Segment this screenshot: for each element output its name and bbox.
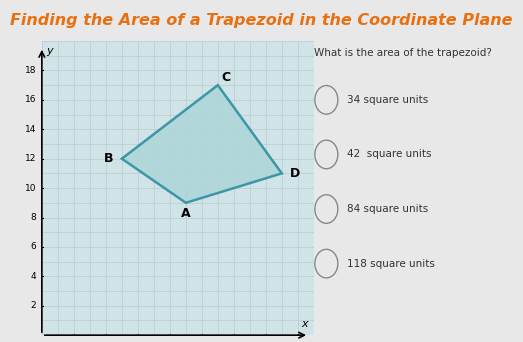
Text: Finding the Area of a Trapezoid in the Coordinate Plane: Finding the Area of a Trapezoid in the C… (10, 13, 513, 28)
Text: 12: 12 (25, 154, 36, 163)
Text: 10: 10 (25, 184, 36, 193)
Text: 18: 18 (25, 66, 36, 75)
Text: 42  square units: 42 square units (347, 149, 432, 159)
Text: 118 square units: 118 square units (347, 259, 435, 268)
Text: 14: 14 (25, 125, 36, 134)
Text: 8: 8 (30, 213, 36, 222)
Text: 84 square units: 84 square units (347, 204, 428, 214)
Text: A: A (181, 207, 190, 220)
Text: x: x (301, 319, 308, 329)
Text: 34 square units: 34 square units (347, 95, 428, 105)
Text: 6: 6 (30, 242, 36, 251)
Polygon shape (122, 85, 282, 203)
Text: y: y (46, 46, 52, 56)
Text: 2: 2 (31, 301, 36, 310)
Text: D: D (289, 167, 300, 180)
Text: What is the area of the trapezoid?: What is the area of the trapezoid? (314, 48, 492, 58)
Text: B: B (104, 152, 114, 165)
Text: 4: 4 (31, 272, 36, 281)
Text: C: C (221, 71, 230, 84)
Text: 16: 16 (25, 95, 36, 104)
